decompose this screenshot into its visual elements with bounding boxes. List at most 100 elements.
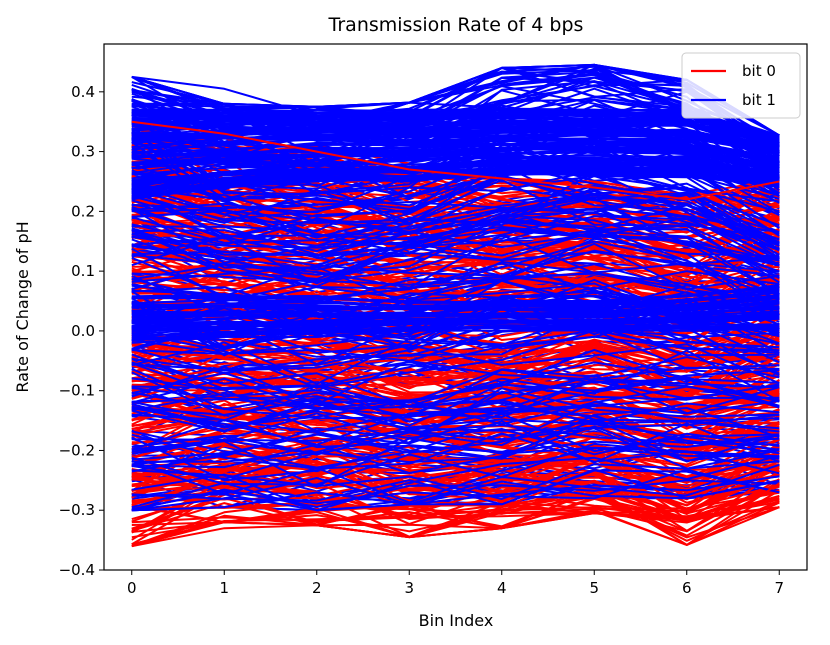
series-line-bit-1 — [131, 326, 780, 342]
series-line-bit-1 — [131, 349, 780, 408]
series-line-bit-1 — [131, 137, 780, 165]
series-line-bit-0 — [131, 378, 780, 448]
y-tick-label: −0.3 — [59, 501, 95, 519]
x-tick-label: 6 — [682, 579, 692, 597]
series-line-bit-1 — [131, 479, 780, 512]
x-tick-label: 5 — [589, 579, 599, 597]
series-line-bit-1 — [131, 224, 780, 284]
x-tick-label: 7 — [774, 579, 784, 597]
series-line-bit-1 — [131, 454, 780, 512]
legend-label-bit-0: bit 0 — [742, 62, 776, 80]
series-line-bit-1 — [131, 145, 780, 169]
series-line-bit-1 — [131, 249, 780, 297]
x-axis: 0 1 2 3 4 5 6 7 — [127, 570, 784, 597]
y-tick-label: 0.2 — [71, 202, 95, 220]
series-line-bit-1 — [131, 360, 780, 406]
y-tick-label: −0.4 — [59, 561, 95, 579]
series-line-bit-1 — [131, 291, 780, 311]
series-line-bit-1 — [131, 387, 780, 449]
series-line-bit-1 — [131, 167, 780, 199]
series-line-bit-1 — [131, 460, 780, 500]
y-tick-label: −0.1 — [59, 382, 95, 400]
series-line-bit-1 — [131, 469, 780, 506]
series-line-bit-1 — [131, 115, 780, 144]
y-tick-label: 0.4 — [71, 83, 95, 101]
x-tick-label: 0 — [127, 579, 137, 597]
series-line-bit-1 — [131, 407, 780, 446]
plot-frame — [103, 43, 808, 571]
series-line-bit-1 — [131, 419, 780, 474]
series-line-bit-1 — [131, 189, 780, 250]
series-line-bit-1 — [131, 132, 780, 156]
series-line-bit-1 — [131, 284, 780, 304]
y-axis: −0.4 −0.3 −0.2 −0.1 0.0 0.1 0.2 0.3 0.4 — [59, 83, 104, 579]
series-line-bit-1 — [131, 376, 780, 432]
series-line-bit-1 — [131, 70, 780, 174]
series-line-bit-1 — [131, 75, 780, 153]
series-line-bit-1 — [131, 260, 780, 306]
x-tick-label: 2 — [312, 579, 322, 597]
plot-data — [131, 63, 780, 548]
series-line-bit-1 — [131, 324, 780, 362]
series-line-bit-1 — [131, 164, 780, 192]
series-line-bit-1 — [131, 322, 780, 336]
series-line-bit-1 — [131, 434, 780, 482]
series-line-bit-1 — [131, 390, 780, 444]
series-line-bit-0 — [131, 486, 780, 546]
series-line-bit-1 — [131, 126, 780, 153]
y-tick-label: −0.2 — [59, 441, 95, 459]
series-line-bit-1 — [131, 169, 780, 247]
series-line-bit-1 — [131, 400, 780, 456]
legend: bit 0 bit 1 — [681, 52, 801, 119]
series-line-bit-1 — [131, 293, 780, 310]
series-line-bit-0 — [131, 120, 780, 201]
series-line-bit-1 — [131, 418, 780, 463]
series-line-bit-1 — [131, 407, 780, 460]
series-line-bit-1 — [131, 437, 780, 488]
series-line-bit-1 — [131, 183, 780, 230]
series-line-bit-1 — [131, 145, 780, 172]
series-line-bit-1 — [131, 207, 780, 273]
series-line-bit-1 — [131, 111, 780, 141]
series-line-bit-1 — [131, 114, 780, 153]
x-tick-label: 1 — [219, 579, 229, 597]
x-axis-label: Bin Index — [419, 611, 494, 630]
series-line-bit-1 — [131, 306, 780, 318]
y-axis-label: Rate of Change of pH — [13, 221, 32, 392]
series-line-bit-0 — [131, 497, 780, 524]
series-line-bit-1 — [131, 147, 780, 170]
series-line-bit-1 — [131, 420, 780, 469]
legend-label-bit-1: bit 1 — [742, 91, 776, 109]
series-line-bit-1 — [131, 468, 780, 512]
series-line-bit-1 — [131, 312, 780, 328]
series-line-bit-0 — [131, 482, 780, 548]
series-line-bit-1 — [131, 425, 780, 480]
y-tick-label: 0.1 — [71, 262, 95, 280]
series-line-bit-1 — [131, 167, 780, 194]
series-line-bit-1 — [131, 329, 780, 389]
y-tick-label: 0.3 — [71, 143, 95, 161]
y-tick-label: 0.0 — [71, 322, 95, 340]
series-line-bit-1 — [131, 362, 780, 408]
legend-box — [681, 52, 801, 119]
series-line-bit-1 — [131, 343, 780, 385]
series-line-bit-1 — [131, 158, 780, 184]
series-line-bit-1 — [131, 317, 780, 330]
series-line-bit-1 — [131, 143, 780, 216]
series-line-bit-1 — [131, 329, 780, 385]
series-line-bit-1 — [131, 201, 780, 240]
series-line-bit-1 — [131, 146, 780, 170]
x-tick-label: 3 — [404, 579, 414, 597]
series-line-bit-0 — [131, 486, 780, 548]
chart-title: Transmission Rate of 4 bps — [328, 14, 584, 36]
x-tick-label: 4 — [497, 579, 507, 597]
series-line-bit-0 — [131, 478, 780, 538]
series-line-bit-1 — [131, 475, 780, 512]
series-line-bit-1 — [131, 468, 780, 510]
series-line-bit-1 — [131, 227, 780, 295]
series-line-bit-1 — [131, 395, 780, 424]
series-line-bit-0 — [131, 360, 780, 402]
series-line-bit-1 — [131, 427, 780, 470]
series-line-bit-1 — [131, 139, 780, 166]
